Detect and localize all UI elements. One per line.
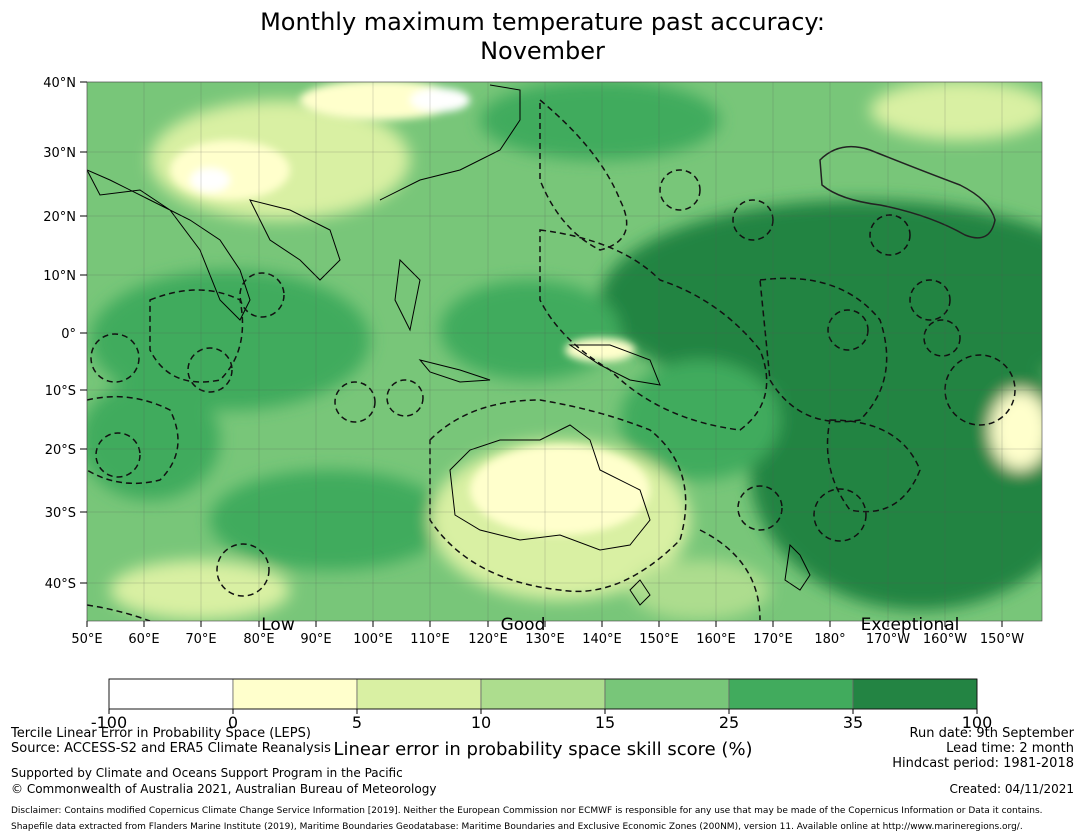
lat-tick-label: 30°N (43, 146, 76, 161)
lon-tick-label: 160°E (696, 632, 736, 647)
lat-tick-label: 10°N (43, 269, 76, 284)
footer-lead-time: Lead time: 2 month (946, 741, 1074, 756)
colorbar-swatch (852, 678, 978, 710)
colorbar-swatch (480, 678, 606, 710)
disclaimer-shapefile: Shapefile data extracted from Flanders M… (11, 822, 1023, 832)
map-field (87, 82, 1042, 621)
colorbar-tick-label: 35 (843, 713, 863, 732)
lon-tick-label: 90°E (300, 632, 331, 647)
lat-tick-label: 0° (61, 327, 76, 342)
lon-tick-label: 80°E (243, 632, 274, 647)
colorbar-tick-label: 100 (962, 713, 993, 732)
colorbar-tick-label: 5 (352, 713, 362, 732)
footer-created: Created: 04/11/2021 (949, 782, 1074, 796)
category-label: Good (501, 615, 546, 635)
lon-tick-label: 150°W (980, 632, 1024, 647)
colorbar-tick-label: -100 (91, 713, 127, 732)
footer-run-date: Run date: 9th September (909, 726, 1074, 741)
lat-tick-label: 40°N (43, 76, 76, 91)
latitude-axis: 40°N 30°N 20°N 10°N 0° 10°S 20°S 30°S 40°S (43, 76, 87, 592)
lon-tick-label: 100°E (353, 632, 393, 647)
lat-tick-label: 20°N (43, 210, 76, 225)
colorbar-swatch (604, 678, 730, 710)
lon-tick-label: 60°E (128, 632, 159, 647)
lon-tick-label: 180° (814, 632, 845, 647)
category-label: Low (261, 615, 295, 635)
colorbar-tick-label: 10 (471, 713, 491, 732)
footer-hindcast: Hindcast period: 1981-2018 (892, 756, 1074, 771)
colorbar-label: Linear error in probability space skill … (333, 739, 752, 760)
map-title: Monthly maximum temperature past accurac… (0, 8, 1085, 66)
lon-tick-label: 130°E (525, 632, 565, 647)
lat-tick-label: 40°S (45, 577, 76, 592)
disclaimer-copernicus: Disclaimer: Contains modified Copernicus… (11, 806, 1043, 816)
colorbar-swatch (232, 678, 358, 710)
title-line-2: November (480, 37, 605, 65)
colorbar-tick-label: 0 (228, 713, 238, 732)
colorbar-swatch (108, 678, 234, 710)
footer-copyright: © Commonwealth of Australia 2021, Austra… (11, 782, 437, 796)
footer-support: Supported by Climate and Oceans Support … (11, 766, 403, 780)
lon-tick-label: 160°W (923, 632, 967, 647)
lon-tick-label: 120°E (468, 632, 508, 647)
gridlines (86, 81, 1042, 621)
lon-tick-label: 150°E (639, 632, 679, 647)
footer-method: Tercile Linear Error in Probability Spac… (11, 726, 311, 741)
highlight-region-outline (819, 145, 996, 239)
title-line-1: Monthly maximum temperature past accurac… (260, 8, 825, 36)
colorbar-frame (108, 678, 978, 710)
colorbar-swatch (356, 678, 482, 710)
lon-tick-label: 170°W (866, 632, 910, 647)
colorbar: -100 0 5 10 15 25 35 100 (91, 678, 993, 732)
eez-boundaries (87, 98, 1016, 621)
category-label: Exceptional (861, 615, 960, 635)
lat-tick-label: 10°S (45, 384, 76, 399)
category-labels: Low Good Exceptional (261, 615, 959, 635)
lon-tick-label: 140°E (582, 632, 622, 647)
lon-tick-label: 70°E (185, 632, 216, 647)
colorbar-tick-label: 15 (595, 713, 615, 732)
lon-tick-label: 170°E (753, 632, 793, 647)
longitude-axis: 50°E 60°E 70°E 80°E 90°E 100°E 110°E 120°E 130°E… (71, 621, 1024, 647)
lat-tick-label: 20°S (45, 443, 76, 458)
colorbar-tick-label: 25 (719, 713, 739, 732)
lon-tick-label: 110°E (410, 632, 450, 647)
lon-tick-label: 50°E (71, 632, 102, 647)
lat-tick-label: 30°S (45, 506, 76, 521)
footer-source: Source: ACCESS-S2 and ERA5 Climate Reana… (11, 741, 331, 756)
colorbar-swatch (728, 678, 854, 710)
